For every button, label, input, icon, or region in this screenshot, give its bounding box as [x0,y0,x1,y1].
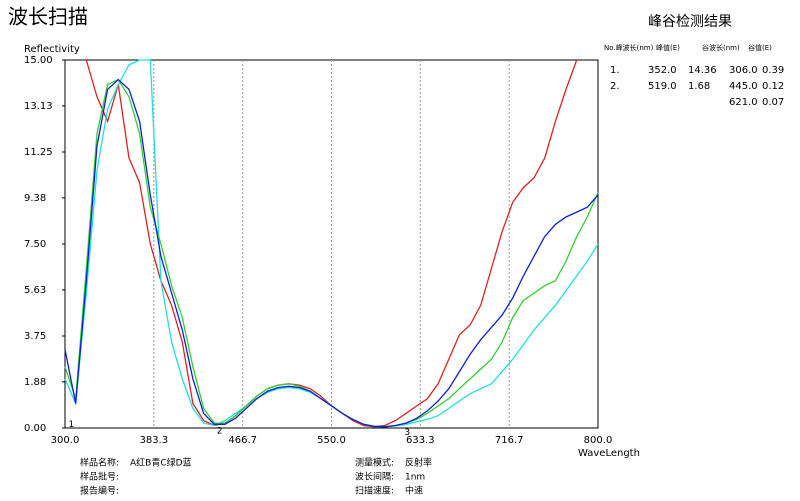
table-header: No.峰波长(nm) [604,43,654,52]
y-tick-label: 13.13 [24,101,53,112]
info-text: 中速 [405,485,423,497]
x-tick-label: 383.3 [139,435,168,446]
info-text: 反射率 [405,457,432,469]
annotation: 2 [217,427,223,437]
series-line [85,59,578,428]
y-tick-label: 15.00 [24,55,53,66]
y-tick-label: 1.88 [24,377,46,388]
table-cell: 519.0 [648,81,677,92]
table-cell: 352.0 [648,65,677,76]
info-text: 样品批号: [80,471,119,483]
table-header: 谷值(E) [748,43,772,52]
table-header: 谷波长(nm) [702,43,740,52]
table-cell: 1. [610,65,620,76]
table-header: 峰值(E) [656,43,680,52]
x-axis-label: WaveLength [578,448,640,459]
y-tick-label: 5.63 [24,285,46,296]
y-tick-label: 11.25 [24,147,53,158]
table-cell: 0.07 [762,97,784,108]
info-text: 扫描速度: [355,485,394,497]
x-tick-label: 716.7 [495,435,524,446]
x-tick-label: 800.0 [584,435,613,446]
table-cell: 2. [610,81,620,92]
annotation: 1 [69,420,75,430]
chart-title: 波长扫描 [8,5,88,29]
table-cell: 306.0 [729,65,758,76]
table-cell: 14.36 [688,65,717,76]
info-text: 1nm [405,473,425,483]
info-text: 样品名称: [80,457,119,469]
info-text: 波长间隔: [355,471,394,483]
info-text: 报告编号: [80,485,119,497]
y-tick-label: 7.50 [24,239,46,250]
y-tick-label: 3.75 [24,331,46,342]
x-tick-label: 466.7 [228,435,257,446]
annotation: 3 [404,428,410,438]
table-cell: 0.12 [762,81,784,92]
y-axis-label: Reflectivity [24,44,80,55]
table-cell: 1.68 [688,81,710,92]
info-text: 测量模式: [355,457,394,469]
info-text: A红B青C绿D蓝 [130,457,192,469]
series-line [64,59,599,428]
table-cell: 0.39 [762,65,784,76]
x-tick-label: 633.3 [406,435,435,446]
table-cell: 445.0 [729,81,758,92]
x-tick-label: 550.0 [317,435,346,446]
table-title: 峰谷检测结果 [648,14,732,30]
y-tick-label: 0.00 [24,423,46,434]
table-cell: 621.0 [729,97,758,108]
x-tick-label: 300.0 [51,435,80,446]
series-line [64,78,599,428]
y-tick-label: 9.38 [24,193,46,204]
